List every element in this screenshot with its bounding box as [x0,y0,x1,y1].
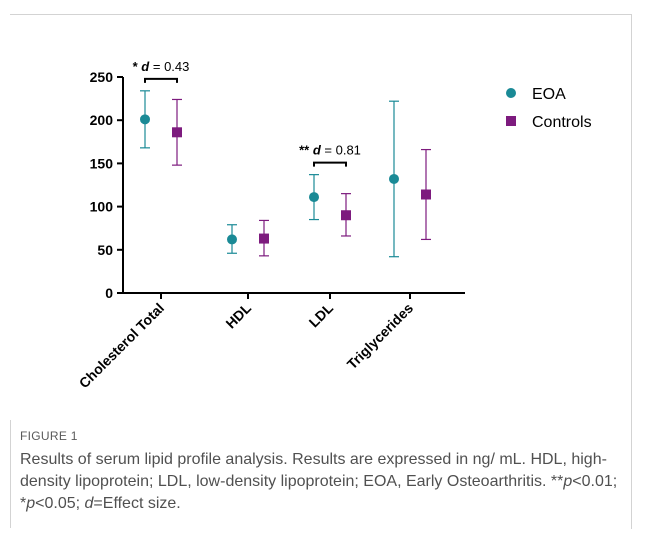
x-tick-label: Triglycerides [344,300,417,373]
effect-size-label: ** d = 0.81 [299,143,361,158]
y-tick-label: 250 [90,69,114,85]
eoa-point [309,192,319,203]
eoa-point [227,234,237,245]
chart-axes: 0 50 100 150 200 250 Cholesterol Total HDL LDL Tr… [76,69,465,391]
y-tick-label: 150 [90,155,114,171]
x-tick-label: HDL [222,299,254,331]
legend-label-controls: Controls [532,114,592,131]
lipid-profile-chart: 0 50 100 150 200 250 Cholesterol Total HDL LDL Tr… [76,59,592,391]
significance-bracket [144,77,178,83]
y-tick-label: 50 [97,242,113,258]
x-tick-label: LDL [306,299,337,330]
controls-point [421,189,431,200]
x-tick-label: Cholesterol Total [76,300,167,391]
chart-annotations: * d = 0.43 ** d = 0.81 [133,59,361,167]
figure-label: FIGURE 1 [20,429,78,443]
figure-frame [10,14,632,529]
y-tick-label: 100 [90,199,114,215]
figure-caption: Results of serum lipid profile analysis.… [20,451,618,512]
legend-marker-eoa [506,88,516,98]
controls-point [259,233,269,244]
legend-label-eoa: EOA [532,86,566,103]
eoa-point [389,173,399,184]
chart-legend: EOA Controls [506,86,592,131]
eoa-point [140,114,150,125]
legend-marker-controls [506,116,516,126]
y-tick-label: 200 [90,112,114,128]
controls-point [341,210,351,221]
chart-marks [140,90,431,258]
controls-point [172,127,182,138]
significance-bracket [313,161,347,167]
effect-size-label: * d = 0.43 [133,59,190,74]
caption-rule [10,420,11,528]
y-tick-label: 0 [105,285,113,301]
